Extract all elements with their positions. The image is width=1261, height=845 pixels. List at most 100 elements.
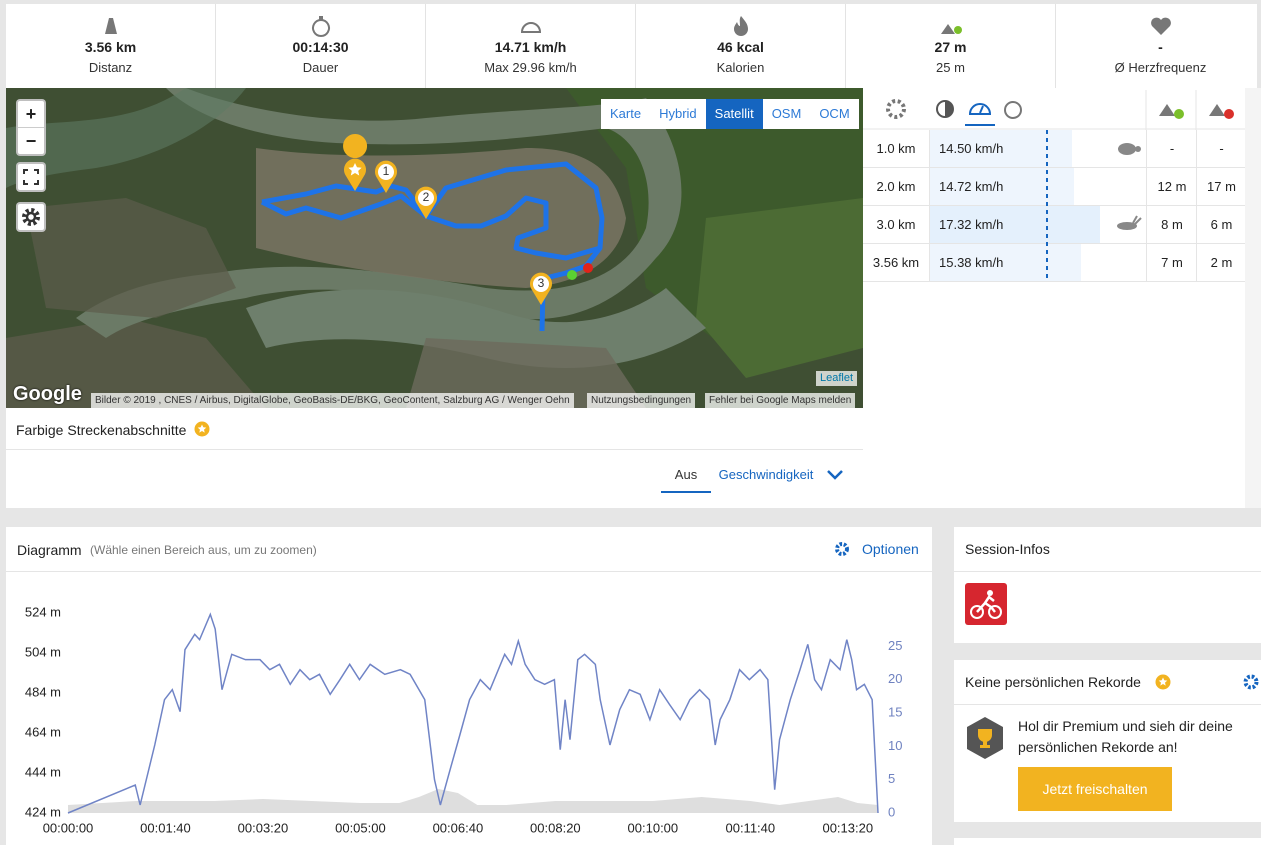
map-marker[interactable]: 1 xyxy=(374,160,398,194)
next-panel xyxy=(954,838,1261,845)
session-header: Session-Infos xyxy=(954,527,1261,572)
y-tick-label: 444 m xyxy=(25,764,61,779)
marker-label: 2 xyxy=(422,190,430,204)
layer-button[interactable]: OSM xyxy=(771,106,802,121)
split-down: 17 m xyxy=(1196,168,1246,205)
stat-label: Kalorien xyxy=(716,60,765,75)
chart[interactable]: 424 m 444 m 464 m 484 m 504 m 524 m 0 5 10 15 20 25… xyxy=(6,572,932,845)
diagram-header: Diagramm (Wähle einen Bereich aus, um zu… xyxy=(6,527,932,572)
records-title: Keine persönlichen Rekorde xyxy=(965,674,1141,690)
options-button[interactable]: Optionen xyxy=(862,541,919,557)
layer-button[interactable]: Hybrid xyxy=(659,106,697,121)
gear-icon xyxy=(22,208,40,226)
segment-tab[interactable]: Geschwindigkeit xyxy=(718,467,814,482)
split-distance: 3.56 km xyxy=(863,244,930,281)
x-tick-label: 00:10:00 xyxy=(628,820,679,835)
split-speed: 14.72 km/h xyxy=(939,179,1004,194)
diagram-panel: Diagramm (Wähle einen Bereich aus, um zu… xyxy=(6,527,932,845)
stat-icon xyxy=(733,16,748,36)
marker-pin xyxy=(415,186,437,219)
diagram-subtitle: (Wähle einen Bereich aus, um zu zoomen) xyxy=(90,543,317,557)
icon-shape xyxy=(940,24,955,34)
split-speed: 15.38 km/h xyxy=(939,255,1004,270)
pin-center xyxy=(378,164,394,180)
stat: 27 m 25 m xyxy=(846,4,1056,88)
split-up: 8 m xyxy=(1146,206,1197,243)
x-tick-label: 00:01:40 xyxy=(140,820,191,835)
start-marker[interactable] xyxy=(343,158,367,192)
map-marker[interactable]: 2 xyxy=(414,186,438,220)
segments-title-text: Farbige Streckenabschnitte xyxy=(16,422,187,438)
map-marker[interactable]: 3 xyxy=(529,272,553,306)
star-pin xyxy=(344,158,366,191)
map[interactable]: + − Karte Hybrid Satellit OSM OCM 1 2 3 Google… xyxy=(6,88,863,408)
turtle-icon xyxy=(1118,143,1141,155)
split-distance: 3.0 km xyxy=(863,206,930,243)
y-tick-label: 464 m xyxy=(25,724,61,739)
split-distance: 2.0 km xyxy=(863,168,930,205)
unlock-button[interactable]: Jetzt freischalten xyxy=(1018,767,1172,811)
average-line xyxy=(1046,130,1048,280)
session-title: Session-Infos xyxy=(965,541,1050,557)
records-settings[interactable] xyxy=(1242,673,1260,691)
y2-tick-label: 25 xyxy=(888,638,902,653)
icon-shape xyxy=(520,22,541,33)
stat: 00:14:30 Dauer xyxy=(216,4,426,88)
records-text: Hol dir Premium und sieh dir deine persö… xyxy=(1018,718,1233,755)
y-tick-label: 504 m xyxy=(25,644,61,659)
y2-tick-label: 5 xyxy=(888,771,895,786)
x-tick-label: 00:08:20 xyxy=(530,820,581,835)
layer-button[interactable]: OCM xyxy=(819,106,850,121)
x-tick-label: 00:11:40 xyxy=(725,820,775,835)
zoom-out[interactable]: − xyxy=(25,131,37,151)
split-down: - xyxy=(1196,130,1246,167)
y2-tick-label: 15 xyxy=(888,704,902,719)
layer-button[interactable]: Karte xyxy=(610,106,642,121)
y2-tick-label: 10 xyxy=(888,738,902,753)
x-tick-label: 00:03:20 xyxy=(238,820,289,835)
split-down: 6 m xyxy=(1196,206,1246,243)
icon-shape xyxy=(104,18,117,34)
icon-shape xyxy=(311,16,330,37)
splits-header xyxy=(863,90,1245,130)
sport-icon xyxy=(965,583,1007,625)
marker-pin xyxy=(375,160,397,193)
split-row: 1.0 km 14.50 km/h - - xyxy=(863,130,1245,168)
stat-icon xyxy=(520,22,541,33)
map-settings-button[interactable] xyxy=(16,202,46,232)
speed-bar xyxy=(930,168,1075,205)
stat-icon xyxy=(940,24,962,34)
rabbit-icon xyxy=(1117,215,1142,230)
layer-button[interactable]: Satellit xyxy=(705,99,763,129)
expand-chevron[interactable] xyxy=(826,468,844,482)
y-tick-label: 524 m xyxy=(25,604,61,619)
stat-label: 25 m xyxy=(936,60,965,75)
terms-link[interactable]: Nutzungsbedingungen xyxy=(587,393,696,408)
scrollbar[interactable] xyxy=(1245,88,1261,508)
icon-shape xyxy=(1150,17,1171,35)
marker-pin xyxy=(530,272,552,305)
premium-star xyxy=(194,421,210,437)
icon-dot xyxy=(953,26,962,34)
splits-table: 1.0 km 14.50 km/h - -2.0 km 14.72 km/h 12 m 17… xyxy=(863,130,1245,282)
fullscreen-button[interactable] xyxy=(16,162,46,192)
stats-bar: 3.56 km Distanz 00:14:30 Dauer 14.71 km/h Max… xyxy=(6,4,1257,88)
speed-bar xyxy=(930,130,1073,167)
icon-shape xyxy=(733,16,748,36)
pin-center xyxy=(418,190,434,206)
x-tick-label: 00:05:00 xyxy=(335,820,386,835)
records-header: Keine persönlichen Rekorde xyxy=(954,660,1261,705)
report-link[interactable]: Fehler bei Google Maps melden xyxy=(705,393,856,408)
pin xyxy=(344,158,366,191)
speed-line xyxy=(67,612,879,814)
zoom-in[interactable]: + xyxy=(18,101,44,128)
leaflet-link[interactable]: Leaflet xyxy=(816,371,858,386)
split-speed: 17.32 km/h xyxy=(939,217,1004,232)
segment-tab[interactable]: Aus xyxy=(661,457,711,493)
attribution: Bilder © 2019 , CNES / Airbus, DigitalGl… xyxy=(91,393,574,408)
y-tick-label: 484 m xyxy=(25,684,61,699)
options-icon xyxy=(835,542,849,556)
stat-label: Ø Herzfrequenz xyxy=(1114,60,1207,75)
split-row: 2.0 km 14.72 km/h 12 m 17 m xyxy=(863,168,1245,206)
